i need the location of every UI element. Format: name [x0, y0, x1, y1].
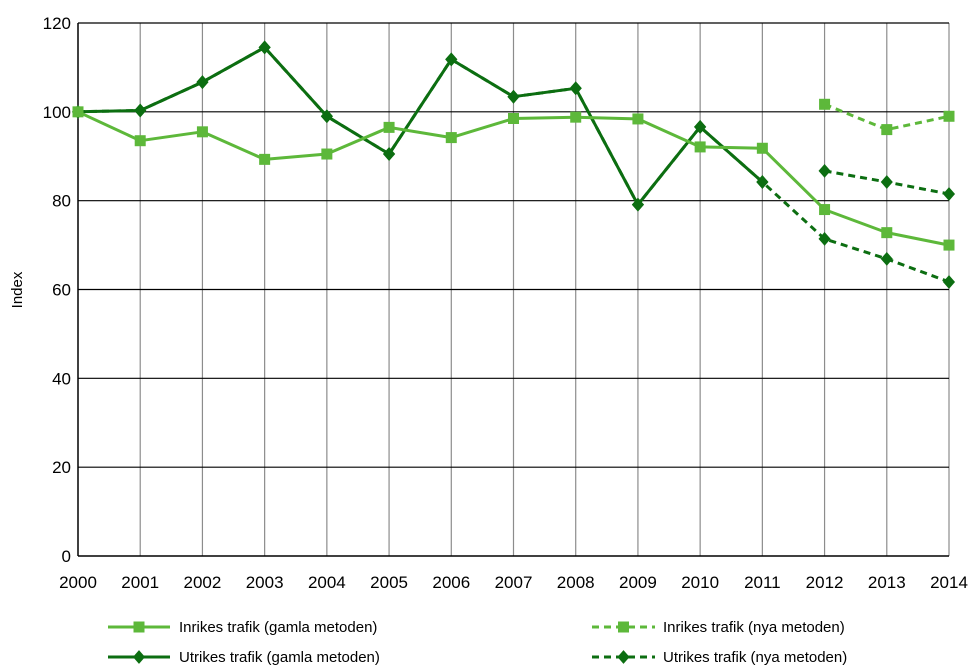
data-point	[196, 75, 209, 89]
legend-marker	[133, 621, 145, 633]
y-tick-label: 60	[52, 281, 71, 300]
gridlines	[77, 22, 950, 557]
legend-label: Utrikes trafik (gamla metoden)	[179, 649, 380, 666]
legend-entry: Inrikes trafik (gamla metoden)	[108, 619, 377, 636]
data-point	[321, 148, 333, 160]
y-tick-label: 0	[62, 547, 71, 566]
data-series	[71, 40, 956, 289]
series-0	[72, 106, 955, 251]
legend-marker	[132, 650, 146, 664]
y-tick-label: 40	[52, 369, 71, 388]
data-point	[880, 251, 893, 266]
data-point	[818, 164, 831, 178]
x-tick-label: 2004	[308, 573, 346, 592]
data-point	[632, 113, 644, 125]
x-tick-label: 2005	[370, 573, 408, 592]
y-tick-label: 100	[43, 103, 71, 122]
data-point	[818, 231, 831, 246]
x-tick-label: 2012	[806, 573, 844, 592]
series-line	[824, 102, 950, 132]
x-tick-label: 2007	[495, 573, 533, 592]
y-tick-label: 80	[52, 192, 71, 211]
legend: Inrikes trafik (gamla metoden) Inrikes tr…	[108, 619, 847, 666]
x-tick-label: 2010	[681, 573, 719, 592]
x-tick-label: 2003	[246, 573, 284, 592]
data-point	[507, 89, 520, 104]
data-point	[881, 227, 893, 239]
x-tick-label: 2008	[557, 573, 595, 592]
x-tick-label: 2002	[184, 573, 222, 592]
data-point	[942, 187, 956, 201]
data-point	[134, 103, 147, 118]
data-point	[570, 111, 582, 123]
data-point	[259, 153, 271, 165]
data-point	[942, 275, 956, 289]
legend-entry: Inrikes trafik (nya metoden)	[592, 619, 845, 636]
legend-label: Utrikes trafik (nya metoden)	[663, 649, 847, 666]
data-point	[383, 121, 395, 133]
data-point	[134, 135, 146, 147]
legend-entry: Utrikes trafik (nya metoden)	[592, 649, 847, 666]
y-tick-label: 20	[52, 458, 71, 477]
data-point	[694, 120, 707, 134]
data-point	[819, 204, 831, 216]
data-point	[569, 81, 582, 96]
data-point	[258, 40, 271, 55]
x-tick-label: 2001	[121, 573, 159, 592]
data-point	[819, 98, 831, 110]
x-tick-label: 2000	[59, 573, 97, 592]
legend-marker	[617, 650, 630, 664]
x-tick-label: 2011	[744, 573, 781, 592]
series-1	[819, 98, 955, 136]
data-point	[72, 106, 84, 118]
y-tick-label: 120	[43, 14, 71, 33]
data-point	[196, 126, 208, 138]
x-tick-label: 2014	[930, 573, 968, 592]
x-tick-label: 2006	[432, 573, 470, 592]
data-point	[756, 142, 768, 154]
data-point	[445, 52, 458, 67]
data-point	[445, 132, 457, 144]
legend-label: Inrikes trafik (nya metoden)	[663, 619, 845, 636]
series-line	[77, 45, 764, 207]
data-point	[508, 112, 519, 124]
legend-marker	[618, 621, 629, 633]
data-point	[943, 239, 955, 251]
series-2	[71, 40, 769, 212]
data-point	[320, 109, 333, 124]
data-point	[694, 141, 706, 153]
data-point	[881, 124, 893, 136]
data-point	[880, 175, 893, 189]
data-point	[383, 147, 396, 161]
x-tick-label: 2013	[868, 573, 906, 592]
y-axis-title: Index	[9, 271, 26, 308]
data-point	[631, 197, 644, 212]
data-point	[943, 110, 955, 122]
x-axis-tick-labels: 2000 2001 2002 2003 2004 2005 2006 2007 2008 2009…	[59, 573, 968, 592]
legend-entry: Utrikes trafik (gamla metoden)	[108, 649, 380, 666]
legend-label: Inrikes trafik (gamla metoden)	[179, 619, 377, 636]
x-tick-label: 2009	[619, 573, 657, 592]
y-axis-tick-labels: 0 20 40 60 80 100 120	[43, 14, 71, 566]
data-point	[756, 175, 769, 189]
